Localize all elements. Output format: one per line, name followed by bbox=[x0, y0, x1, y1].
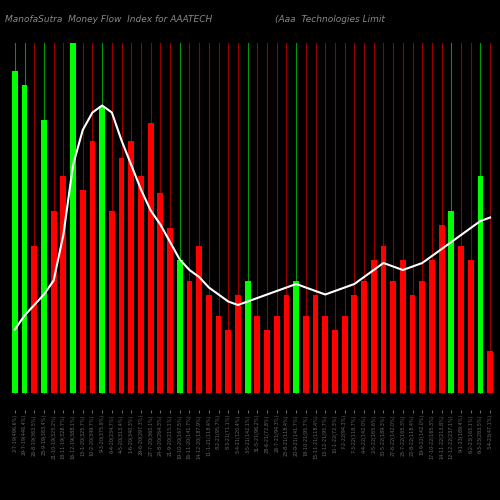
Bar bbox=[99, 106, 105, 393]
Bar bbox=[206, 294, 212, 392]
Bar bbox=[226, 330, 231, 392]
Bar bbox=[148, 123, 154, 392]
Bar bbox=[400, 260, 406, 392]
Bar bbox=[80, 190, 86, 392]
Bar bbox=[487, 350, 493, 393]
Bar bbox=[216, 316, 222, 392]
Bar bbox=[478, 176, 484, 392]
Bar bbox=[274, 316, 280, 392]
Bar bbox=[371, 260, 376, 392]
Bar bbox=[90, 140, 96, 392]
Bar bbox=[342, 316, 347, 392]
Bar bbox=[235, 294, 241, 392]
Bar bbox=[468, 260, 473, 392]
Bar bbox=[352, 294, 358, 392]
Bar bbox=[429, 260, 435, 392]
Bar bbox=[264, 330, 270, 392]
Bar bbox=[458, 246, 464, 392]
Bar bbox=[410, 294, 416, 392]
Text: (Aaa  Technologies Limit: (Aaa Technologies Limit bbox=[275, 15, 385, 24]
Bar bbox=[254, 316, 260, 392]
Bar bbox=[322, 316, 328, 392]
Bar bbox=[390, 280, 396, 392]
Bar bbox=[186, 280, 192, 392]
Bar bbox=[32, 246, 37, 392]
Bar bbox=[380, 246, 386, 392]
Bar bbox=[284, 294, 290, 392]
Bar bbox=[196, 246, 202, 392]
Bar bbox=[177, 260, 182, 392]
Bar bbox=[41, 120, 47, 392]
Bar bbox=[361, 280, 367, 392]
Bar bbox=[128, 140, 134, 392]
Bar bbox=[293, 280, 299, 392]
Bar bbox=[303, 316, 309, 392]
Text: ManofaSutra  Money Flow  Index for AAATECH: ManofaSutra Money Flow Index for AAATECH bbox=[5, 15, 212, 24]
Bar bbox=[438, 224, 444, 392]
Bar bbox=[138, 176, 144, 392]
Bar bbox=[109, 210, 115, 392]
Bar bbox=[118, 158, 124, 392]
Bar bbox=[60, 176, 66, 392]
Bar bbox=[158, 193, 164, 392]
Bar bbox=[167, 228, 173, 392]
Bar bbox=[50, 210, 56, 392]
Bar bbox=[12, 70, 18, 392]
Bar bbox=[420, 280, 425, 392]
Bar bbox=[448, 210, 454, 392]
Bar bbox=[244, 280, 250, 392]
Bar bbox=[312, 294, 318, 392]
Bar bbox=[22, 84, 28, 392]
Bar bbox=[70, 42, 76, 393]
Bar bbox=[332, 330, 338, 392]
